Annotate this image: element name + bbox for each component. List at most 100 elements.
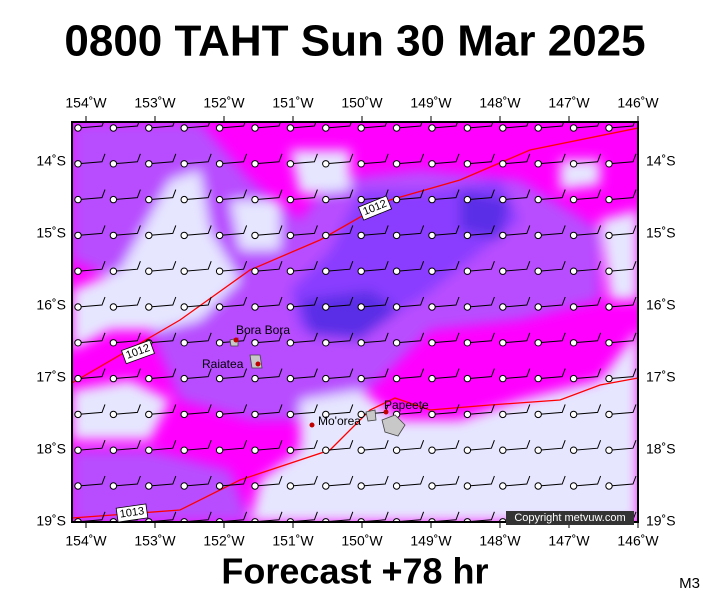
barb-station: [357, 160, 365, 168]
barb-station: [180, 195, 188, 204]
wind-barb: [148, 122, 175, 129]
wind-barb: [608, 225, 637, 236]
barb-station: [569, 303, 578, 311]
barb-station: [286, 160, 295, 168]
isobar-label-box: [115, 503, 149, 523]
wind-barb: [467, 440, 495, 451]
wind-barb: [608, 153, 637, 165]
title: 0800 TAHT Sun 30 Mar 2025: [64, 17, 645, 66]
wind-barb: [431, 368, 460, 380]
barb-station: [145, 231, 153, 240]
wind-barb: [538, 332, 566, 344]
wind-barb: [608, 261, 637, 272]
wind-barb: [184, 440, 212, 451]
wind-barb: [219, 404, 248, 415]
wind-barb: [113, 122, 140, 129]
barb-station: [286, 339, 295, 347]
wind-barb: [644, 190, 671, 200]
barb-station: [534, 303, 542, 311]
wind-barb: [644, 118, 671, 128]
wind-barb: [467, 189, 495, 201]
wind-barb: [396, 225, 425, 236]
wind-barb: [431, 189, 460, 201]
wind-barb: [254, 404, 283, 415]
wind-barb: [467, 122, 494, 129]
wind-barb: [467, 225, 495, 236]
barb-station: [534, 374, 542, 383]
wind-barb: [573, 475, 602, 487]
barb-station: [74, 195, 82, 204]
barb-station: [357, 195, 365, 204]
wind-barb: [538, 225, 566, 236]
wind-barb: [502, 404, 531, 415]
wind-barb: [113, 153, 141, 165]
lon-label: 151˚W: [272, 95, 314, 111]
barb-station: [180, 446, 188, 454]
wind-barb: [431, 153, 460, 165]
wind-barb: [325, 332, 354, 344]
barb-station: [499, 160, 507, 168]
lon-label: 152˚W: [203, 533, 245, 549]
wind-barb: [77, 475, 106, 487]
barb-station: [605, 446, 613, 454]
barb-station: [109, 195, 118, 204]
barb-station: [180, 160, 188, 168]
barb-station: [180, 482, 188, 490]
barb-station: [322, 231, 330, 240]
wind-barb: [396, 404, 425, 415]
barb-station: [286, 374, 295, 383]
barb-station: [428, 303, 436, 311]
wind-barb: [573, 440, 602, 451]
lat-label: 16˚S: [36, 297, 66, 313]
barb-station: [605, 124, 613, 132]
wind-barb: [396, 153, 425, 165]
barb-station: [109, 339, 118, 347]
barb-station: [392, 267, 401, 275]
wind-barb: [573, 122, 600, 129]
lon-label: 148˚W: [479, 533, 521, 549]
barb-station: [180, 303, 188, 311]
barb-station: [428, 160, 436, 168]
wind-barb: [219, 225, 248, 236]
wind-barb: [148, 296, 177, 308]
wind-barb: [361, 296, 389, 308]
wind-barb: [538, 440, 566, 451]
wind-barb: [573, 189, 602, 201]
place-dot: [233, 337, 239, 343]
barb-station: [605, 374, 613, 383]
place-dot: [309, 422, 315, 428]
barb-station: [428, 446, 436, 454]
lat-label: 15˚S: [646, 225, 676, 241]
wind-barb: [254, 368, 283, 380]
wind-barb: [148, 189, 177, 201]
isobar-label-box: [120, 339, 156, 365]
wind-barb: [290, 440, 318, 451]
copyright-box: [506, 511, 634, 525]
wind-barb: [325, 296, 354, 308]
wind-barb: [467, 296, 495, 308]
barb-station: [641, 340, 647, 346]
wind-barb: [325, 122, 352, 129]
barb-station: [463, 195, 472, 204]
wind-barb: [538, 261, 566, 272]
barb-station: [569, 410, 578, 419]
barb-station: [109, 374, 118, 383]
place-dot: [255, 361, 261, 367]
barb-station: [251, 195, 259, 204]
wind-barb: [361, 368, 389, 380]
barb-station: [605, 482, 613, 490]
barb-station: [109, 303, 118, 311]
lat-label: 19˚S: [36, 513, 66, 529]
barb-station: [109, 231, 118, 240]
lon-label: 152˚W: [203, 95, 245, 111]
barb-station: [215, 339, 224, 347]
barb-station: [392, 446, 401, 454]
wind-barb: [184, 404, 212, 415]
wind-barb: [644, 476, 671, 486]
wind-barb: [290, 296, 318, 308]
barb-station: [322, 267, 330, 275]
barb-station: [463, 339, 472, 347]
wind-barb: [431, 261, 460, 272]
barb-station: [74, 160, 82, 168]
barb-station: [286, 410, 295, 419]
